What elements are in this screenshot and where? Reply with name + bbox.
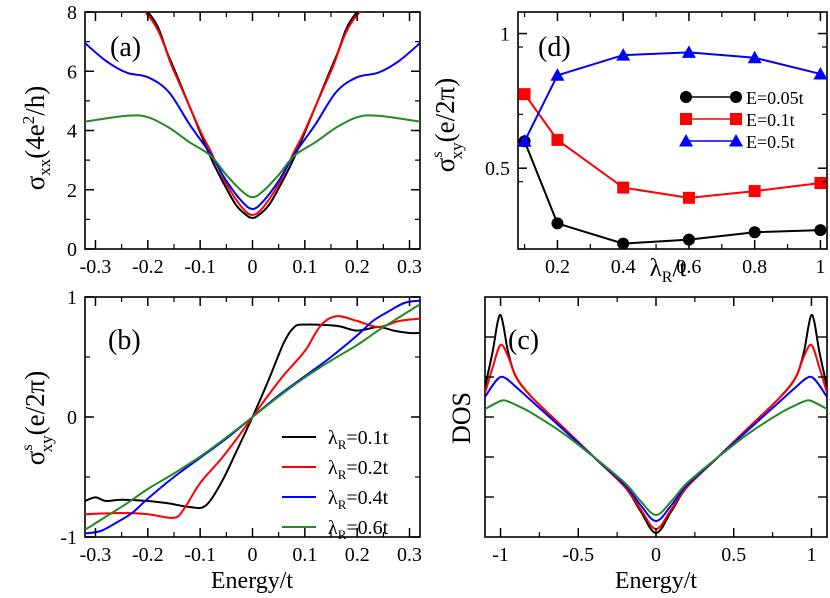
legend-label: λR=0.6t	[328, 517, 389, 542]
x-tick-label: -0.2	[132, 256, 164, 278]
legend-marker	[680, 91, 692, 103]
panel-d-data-point	[748, 226, 761, 239]
panel-b-label: (b)	[108, 325, 141, 356]
legend-label: λR=0.2t	[328, 457, 389, 482]
panel-d-data-point	[814, 224, 827, 237]
legend-marker	[680, 113, 692, 125]
panel-d-data-point	[616, 48, 631, 61]
x-tick-label: 0	[248, 256, 258, 278]
x-tick-label: 0.5	[721, 544, 746, 566]
legend-marker	[729, 134, 743, 147]
panel-d-label: (d)	[538, 32, 571, 63]
x-tick-label: 0.1	[292, 256, 317, 278]
panel-a: -0.3 -0.2 -0.1 0 0.1 0.2 0.3 0 2 4 6 8 (a) σxx(4e2/…	[19, 2, 422, 278]
y-tick-label: 1	[500, 24, 510, 46]
panel-b-xlabel: Energy/t	[211, 568, 294, 594]
x-tick-label: -0.5	[562, 544, 594, 566]
panel-b-legend: λR=0.1t λR=0.2t λR=0.4t λR=0.6t	[282, 427, 389, 542]
x-tick-label: -1	[492, 544, 509, 566]
panel-d-ylabel: σsxy(e/2π)	[429, 78, 466, 172]
x-tick-label: 0.1	[292, 544, 317, 566]
y-tick-label: -1	[60, 527, 77, 549]
panel-d-data-point	[518, 88, 531, 101]
panel-a-series-line	[85, 42, 420, 211]
legend-marker	[730, 113, 742, 125]
panel-a-label: (a)	[110, 32, 141, 63]
panel-c: -1 -0.5 0 0.5 1 (c) DOS Energy/t	[447, 296, 828, 594]
panel-d-data-point	[518, 134, 532, 147]
panel-d-data-point	[617, 181, 630, 194]
legend-label: E=0.05t	[746, 88, 804, 108]
panel-c-label: (c)	[508, 325, 539, 356]
panel-d: 0.2 0.4 0.6 0.8 1 0.5 1 (d) σsxy(e/2π) λR/t E=…	[429, 11, 828, 286]
x-tick-label: -0.2	[132, 544, 164, 566]
x-tick-label: 0	[248, 544, 258, 566]
panel-d-xlabel: λR/t	[650, 255, 687, 286]
panel-c-ylabel: DOS	[447, 392, 476, 444]
y-tick-label: 2	[67, 180, 77, 202]
panel-b: -0.3 -0.2 -0.1 0 0.1 0.2 0.3 -1 0 1 (b) σsxy(e/2π…	[19, 287, 422, 594]
x-tick-label: -0.3	[80, 256, 112, 278]
x-tick-label: 0.6	[676, 256, 701, 278]
y-tick-label: 8	[67, 2, 77, 24]
panel-d-data-point	[550, 68, 565, 81]
panel-d-series-line	[523, 93, 821, 199]
x-tick-label: -0.1	[184, 256, 216, 278]
y-tick-label: 4	[67, 121, 77, 143]
x-tick-label: 1	[815, 256, 825, 278]
y-tick-label: 0.5	[485, 158, 510, 180]
x-tick-label: 0.3	[397, 256, 422, 278]
legend-label: E=0.1t	[746, 110, 795, 130]
panel-d-data-point	[551, 217, 564, 230]
panel-c-series-line	[485, 399, 827, 517]
panel-a-series-line	[143, 12, 362, 216]
legend-label: λR=0.4t	[328, 487, 389, 512]
panel-c-xlabel: Energy/t	[615, 568, 698, 594]
x-tick-label: 0.8	[742, 256, 767, 278]
panel-a-ylabel: σxx(4e2/h)	[19, 86, 54, 191]
panel-b-ylabel: σsxy(e/2π)	[19, 371, 56, 465]
x-tick-label: -0.1	[184, 544, 216, 566]
x-tick-label: -0.3	[80, 544, 112, 566]
x-tick-label: 0.2	[545, 256, 570, 278]
panel-d-data-point	[814, 177, 827, 190]
panel-d-series-line	[523, 140, 821, 245]
y-tick-label: 0	[67, 239, 77, 261]
panel-d-data-point	[551, 133, 564, 146]
panel-d-frame	[517, 11, 828, 250]
panel-d-data-point	[748, 185, 761, 198]
panel-d-series-line	[523, 51, 821, 142]
legend-marker	[679, 134, 693, 147]
x-tick-label: 1	[806, 544, 816, 566]
panel-c-series-line	[485, 343, 827, 531]
panel-d-data-point	[813, 66, 827, 80]
panel-d-data-point	[681, 45, 696, 58]
legend-marker	[730, 91, 742, 103]
x-tick-label: 0.2	[345, 544, 370, 566]
legend-label: E=0.5t	[746, 132, 795, 152]
y-tick-label: 1	[67, 287, 77, 309]
panel-d-data-point	[682, 191, 695, 204]
panel-b-series-line	[85, 315, 420, 519]
x-tick-label: 0.2	[345, 256, 370, 278]
panel-c-series-line	[485, 375, 827, 523]
x-tick-label: 0	[651, 544, 661, 566]
y-tick-label: 0	[67, 407, 77, 429]
legend-label: λR=0.1t	[328, 427, 389, 452]
panel-d-data-point	[747, 50, 762, 64]
x-tick-label: 0.3	[397, 544, 422, 566]
x-tick-label: 0.4	[611, 256, 636, 278]
panel-a-series-line	[85, 114, 420, 199]
panel-b-series-line	[85, 303, 420, 531]
y-tick-label: 6	[67, 61, 77, 83]
panel-d-data-point	[682, 233, 695, 246]
